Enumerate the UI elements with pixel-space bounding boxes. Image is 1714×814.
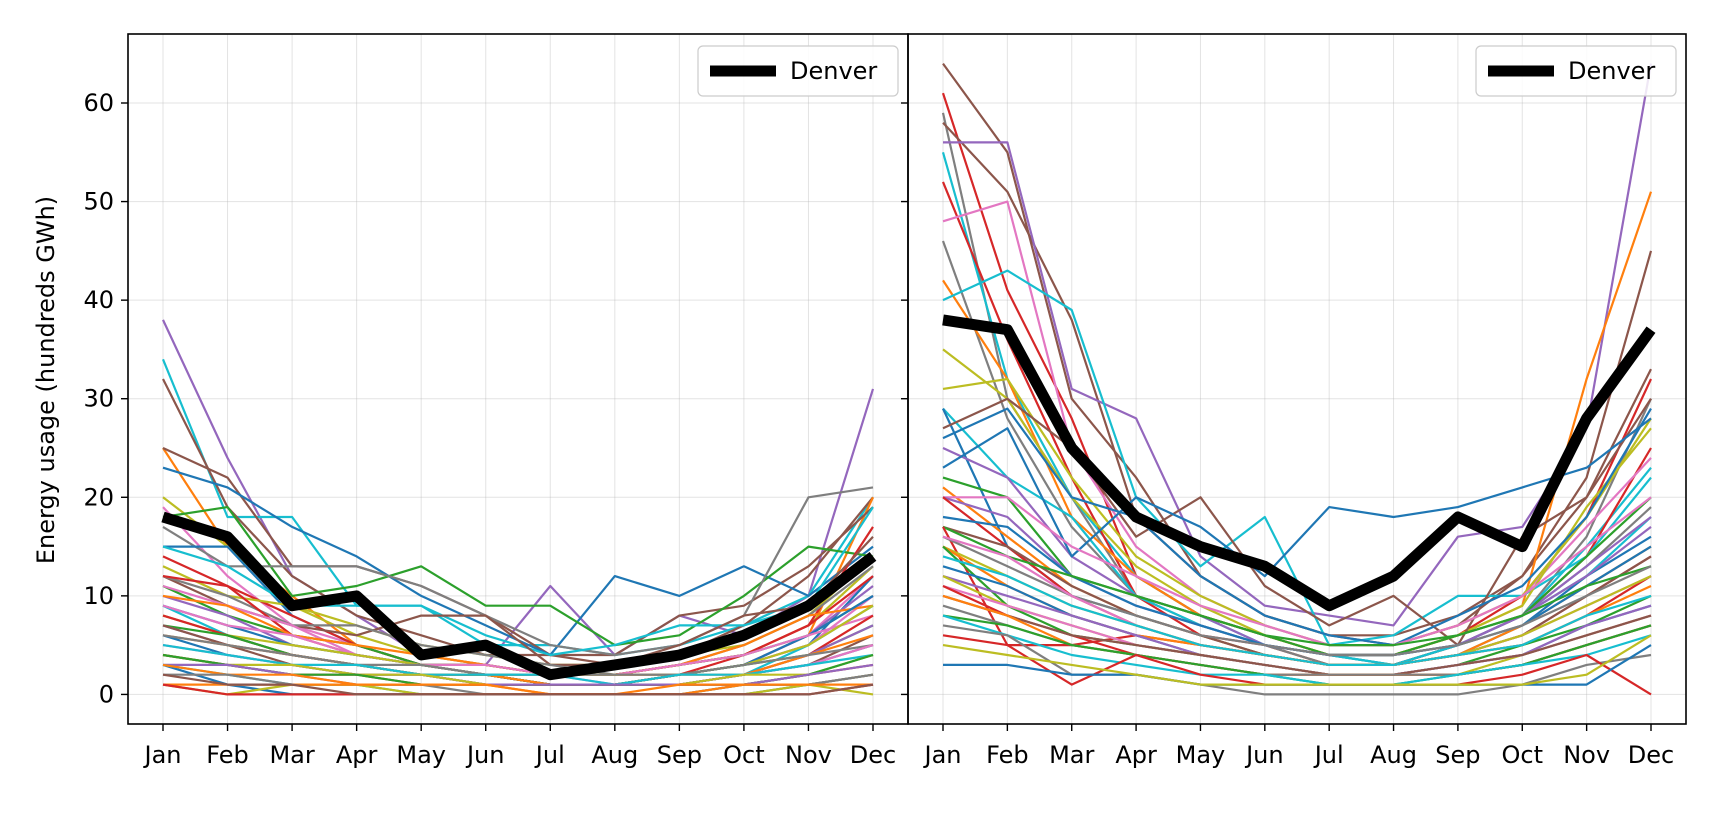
- x-tick-label: Dec: [1628, 741, 1674, 769]
- x-tick-label: Jan: [923, 741, 962, 769]
- legend: Denver: [697, 45, 899, 97]
- y-tick-label: 20: [83, 483, 114, 511]
- series-line: [942, 555, 1652, 667]
- series-lines: [941, 62, 1656, 696]
- series-line: [942, 535, 1652, 657]
- series-line: [942, 417, 1652, 578]
- x-tick-label: Oct: [1502, 741, 1544, 769]
- x-tick-label: Jul: [534, 741, 565, 769]
- x-tick-label: Jun: [465, 741, 505, 769]
- series-line: [942, 614, 1652, 686]
- x-tick-label: Jul: [1313, 741, 1344, 769]
- x-tick-label: Jan: [143, 741, 182, 769]
- x-tick-label: Sep: [657, 741, 702, 769]
- x-tick-label: Aug: [591, 741, 638, 769]
- legend: Denver: [1475, 45, 1677, 97]
- series-line: [163, 663, 874, 686]
- x-tick-label: Nov: [785, 741, 832, 769]
- x-tick-label: Mar: [269, 741, 314, 769]
- y-tick-label: 30: [83, 385, 114, 413]
- series-line: [942, 594, 1652, 676]
- right-panel: Jan Feb Mar Apr May Jun Jul Aug Sep Oct Nov Dec Denv…: [901, 33, 1687, 769]
- x-tick-label: Dec: [850, 741, 896, 769]
- series-line: [943, 496, 1652, 647]
- x-tick-label: Feb: [206, 741, 249, 769]
- x-tick-label: May: [1176, 741, 1226, 769]
- series-lines: [161, 319, 877, 696]
- x-tick-label: Oct: [723, 741, 765, 769]
- x-tick-label: Apr: [1115, 741, 1157, 769]
- series-line: [162, 506, 874, 647]
- x-tick-label: Sep: [1435, 741, 1480, 769]
- series-line: [162, 486, 874, 657]
- x-tick-label: Feb: [986, 741, 1029, 769]
- series-line: [162, 604, 874, 676]
- series-line: [942, 634, 1652, 686]
- series-line: [943, 63, 1653, 627]
- x-tick-label: Apr: [336, 741, 378, 769]
- series-line: [162, 447, 874, 657]
- legend-box: [1475, 45, 1677, 97]
- series-line: [942, 407, 1652, 647]
- legend-entry: Denver: [790, 57, 877, 85]
- x-tick-label: May: [396, 741, 446, 769]
- x-tick-label: Jun: [1244, 741, 1284, 769]
- series-line: [162, 644, 874, 686]
- denver-line: [161, 511, 877, 681]
- legend-box: [697, 45, 899, 97]
- y-tick-label: 50: [83, 188, 114, 216]
- series-line: [162, 673, 874, 696]
- y-tick-label: 0: [99, 680, 114, 708]
- y-axis-label: Energy usage (hundreds GWh): [32, 196, 60, 564]
- x-tick-label: Mar: [1049, 741, 1094, 769]
- series-line: [942, 525, 1652, 647]
- series-line: [942, 624, 1652, 696]
- x-tick-label: Aug: [1370, 741, 1417, 769]
- series-line: [942, 476, 1652, 657]
- plot-frame: [907, 33, 1687, 725]
- denver-line: [942, 314, 1656, 612]
- left-panel: Jan Feb Mar Apr May Jun Jul Aug Sep Oct Nov Dec 0 10 2…: [83, 33, 909, 769]
- x-tick-label: Nov: [1563, 741, 1610, 769]
- y-tick-label: 40: [83, 286, 114, 314]
- y-tick-label: 10: [83, 582, 114, 610]
- y-tick-label: 60: [83, 89, 114, 117]
- legend-entry: Denver: [1568, 57, 1655, 85]
